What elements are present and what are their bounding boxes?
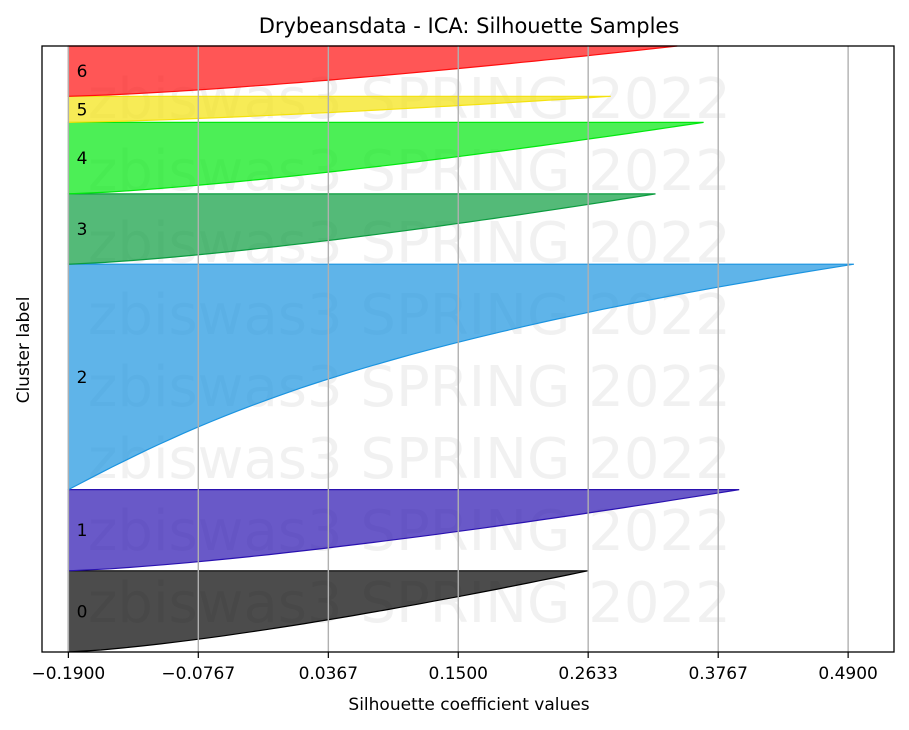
cluster-6-silhouette xyxy=(67,45,678,97)
grid-lines xyxy=(67,46,849,652)
x-tick-label: 0.3767 xyxy=(688,664,747,684)
cluster-label-6: 6 xyxy=(77,62,88,82)
cluster-3-silhouette xyxy=(67,193,656,265)
watermark-text: zbiswas3 SPRING 2022 xyxy=(88,427,731,492)
x-tick-label: 0.4900 xyxy=(818,664,877,684)
plot-frame xyxy=(41,45,895,653)
x-tick-label: 0.1500 xyxy=(429,664,488,684)
cluster-label-2: 2 xyxy=(77,368,88,388)
cluster-label-0: 0 xyxy=(77,602,88,622)
chart-title: Drybeansdata - ICA: Silhouette Samples xyxy=(259,14,680,38)
y-ticks: 0 1 2 3 4 5 6 xyxy=(77,62,88,622)
x-axis-label: Silhouette coefficient values xyxy=(348,695,589,715)
cluster-label-1: 1 xyxy=(77,521,88,541)
cluster-label-4: 4 xyxy=(77,149,88,169)
cluster-label-3: 3 xyxy=(77,220,88,240)
x-tick-label: 0.2633 xyxy=(558,664,617,684)
x-tick-label: −0.1900 xyxy=(32,664,106,684)
x-tick-label: −0.0767 xyxy=(161,664,235,684)
cluster-4-silhouette xyxy=(67,121,704,195)
x-tick-label: 0.0367 xyxy=(299,664,358,684)
cluster-2-silhouette xyxy=(67,263,854,491)
y-axis-label: Cluster label xyxy=(14,297,34,404)
x-ticks: −0.1900 −0.0767 0.0367 0.1500 0.2633 0.3767 0.… xyxy=(32,652,878,684)
cluster-label-5: 5 xyxy=(77,100,88,120)
cluster-5-silhouette xyxy=(67,95,611,124)
cluster-1-silhouette xyxy=(67,488,740,572)
